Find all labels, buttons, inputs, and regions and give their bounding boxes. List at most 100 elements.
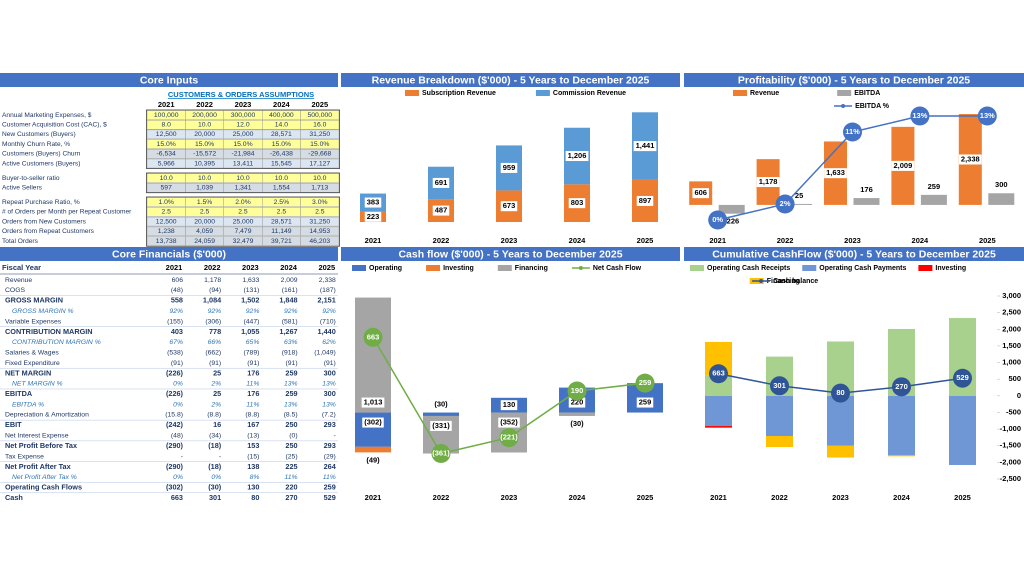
data-label: 1,633	[826, 168, 845, 177]
row-label: Net Profit Before Tax	[5, 441, 77, 450]
cell-value: (8.5)	[284, 412, 298, 419]
cell-value: 16.0	[313, 121, 326, 128]
cell-value: 92%	[169, 308, 183, 315]
data-label: 487	[435, 206, 448, 215]
row-label: EBITDA	[5, 389, 33, 398]
cell-value: 264	[324, 462, 337, 471]
panel-title: Core Inputs	[140, 74, 198, 86]
x-tick-label: 2025	[637, 493, 654, 502]
data-label: 803	[571, 198, 584, 207]
x-tick-label: 2025	[979, 236, 996, 245]
cell-value: 270	[285, 493, 297, 502]
panel-header	[0, 73, 338, 87]
year-header: 2021	[166, 263, 183, 272]
line-marker	[910, 106, 930, 126]
cell-value: 1,633	[242, 277, 259, 284]
cell-value: 15,545	[271, 160, 292, 167]
cell-value: 8%	[250, 474, 260, 481]
cell-value: 1,178	[204, 277, 221, 284]
data-label-box	[500, 400, 518, 411]
data-label: 11%	[845, 127, 860, 136]
x-tick-label: 2021	[365, 493, 382, 502]
year-header: 2024	[273, 100, 291, 109]
line-marker	[635, 373, 655, 393]
cell-value: 11%	[284, 474, 297, 481]
panel-header	[341, 247, 680, 261]
year-header: 2021	[158, 100, 175, 109]
cell-value: 28,571	[271, 218, 292, 225]
cell-value: (302)	[166, 483, 184, 492]
legend-label: Financing	[767, 278, 800, 285]
cell-value: 529	[324, 493, 336, 502]
data-label: 300	[995, 180, 1008, 189]
cell-value: (91)	[209, 360, 221, 367]
data-label-box	[993, 180, 1010, 191]
data-label-box	[498, 417, 520, 428]
data-label: 2,009	[894, 161, 913, 170]
cell-value: 400,000	[269, 112, 294, 119]
legend-item: Investing	[918, 265, 966, 272]
cell-value: 2.5	[200, 209, 210, 216]
bar	[705, 375, 732, 396]
data-label-box	[925, 181, 943, 192]
x-tick-label: 2022	[433, 493, 450, 502]
cell-value: 1,267	[279, 327, 297, 336]
panel-header	[341, 73, 680, 87]
legend-label: Investing	[443, 265, 474, 272]
legend-label: Cash balance	[773, 278, 818, 285]
panel-header	[684, 247, 1024, 261]
panel-header	[684, 73, 1024, 87]
cell-value: 100,000	[154, 112, 179, 119]
row-label: Net Profit After Tax %	[12, 474, 77, 481]
row-label: # of Orders per Month per Repeat Custome…	[2, 209, 132, 216]
data-label: 383	[367, 198, 380, 207]
row-label: Salaries & Wages	[5, 349, 59, 356]
x-tick-label: 2025	[637, 236, 654, 245]
data-label: 663	[712, 369, 725, 378]
cell-value: -	[219, 453, 221, 460]
data-label-box	[364, 211, 382, 222]
line-marker	[843, 122, 862, 142]
data-label-box	[432, 399, 450, 410]
legend-label: Financing	[515, 265, 548, 272]
row-label: CONTRIBUTION MARGIN	[5, 327, 93, 336]
x-tick-label: 2021	[710, 493, 727, 502]
cell-value: 2.5%	[274, 199, 290, 206]
cell-value: 92%	[208, 308, 222, 315]
cell-value: -29,668	[308, 151, 331, 158]
data-label: 1,441	[636, 141, 655, 150]
row-label: Repeat Purchase Ratio, %	[2, 199, 80, 206]
cell-value: 11%	[323, 474, 336, 481]
data-label-box	[636, 195, 654, 206]
data-label: 259	[639, 398, 652, 407]
bar	[920, 194, 947, 205]
panel-title: Profitability ($'000) - 5 Years to Decem…	[738, 74, 970, 86]
line-marker	[499, 428, 519, 448]
cell-value: 2%	[210, 401, 221, 408]
cell-value: 1,440	[318, 327, 336, 336]
legend-swatch	[918, 265, 933, 271]
cell	[300, 139, 340, 149]
cell-value: 2,009	[281, 277, 298, 284]
bar	[705, 426, 732, 428]
cell-value: 11%	[246, 381, 259, 388]
cell-value: 259	[285, 368, 297, 377]
y-tick-label: -1,000	[1000, 424, 1021, 433]
cell-value: 300	[324, 368, 336, 377]
legend-swatch	[733, 90, 747, 96]
cell-value: (447)	[244, 318, 260, 325]
cell-value: 10.0	[198, 175, 211, 182]
year-header: 2022	[196, 100, 213, 109]
row-label: GROSS MARGIN	[5, 296, 63, 305]
cell-value: 0%	[173, 474, 183, 481]
bar	[423, 412, 459, 416]
cell-value: 606	[172, 277, 184, 284]
cell-value: (0)	[289, 432, 297, 439]
y-tick-label: 0	[1017, 391, 1021, 400]
cell-value: 220	[285, 483, 297, 492]
cell-value: 15.0%	[272, 141, 291, 148]
cell-value: 2.5	[161, 209, 171, 216]
data-label: 301	[773, 381, 786, 390]
cell-value: 5,966	[158, 160, 175, 167]
